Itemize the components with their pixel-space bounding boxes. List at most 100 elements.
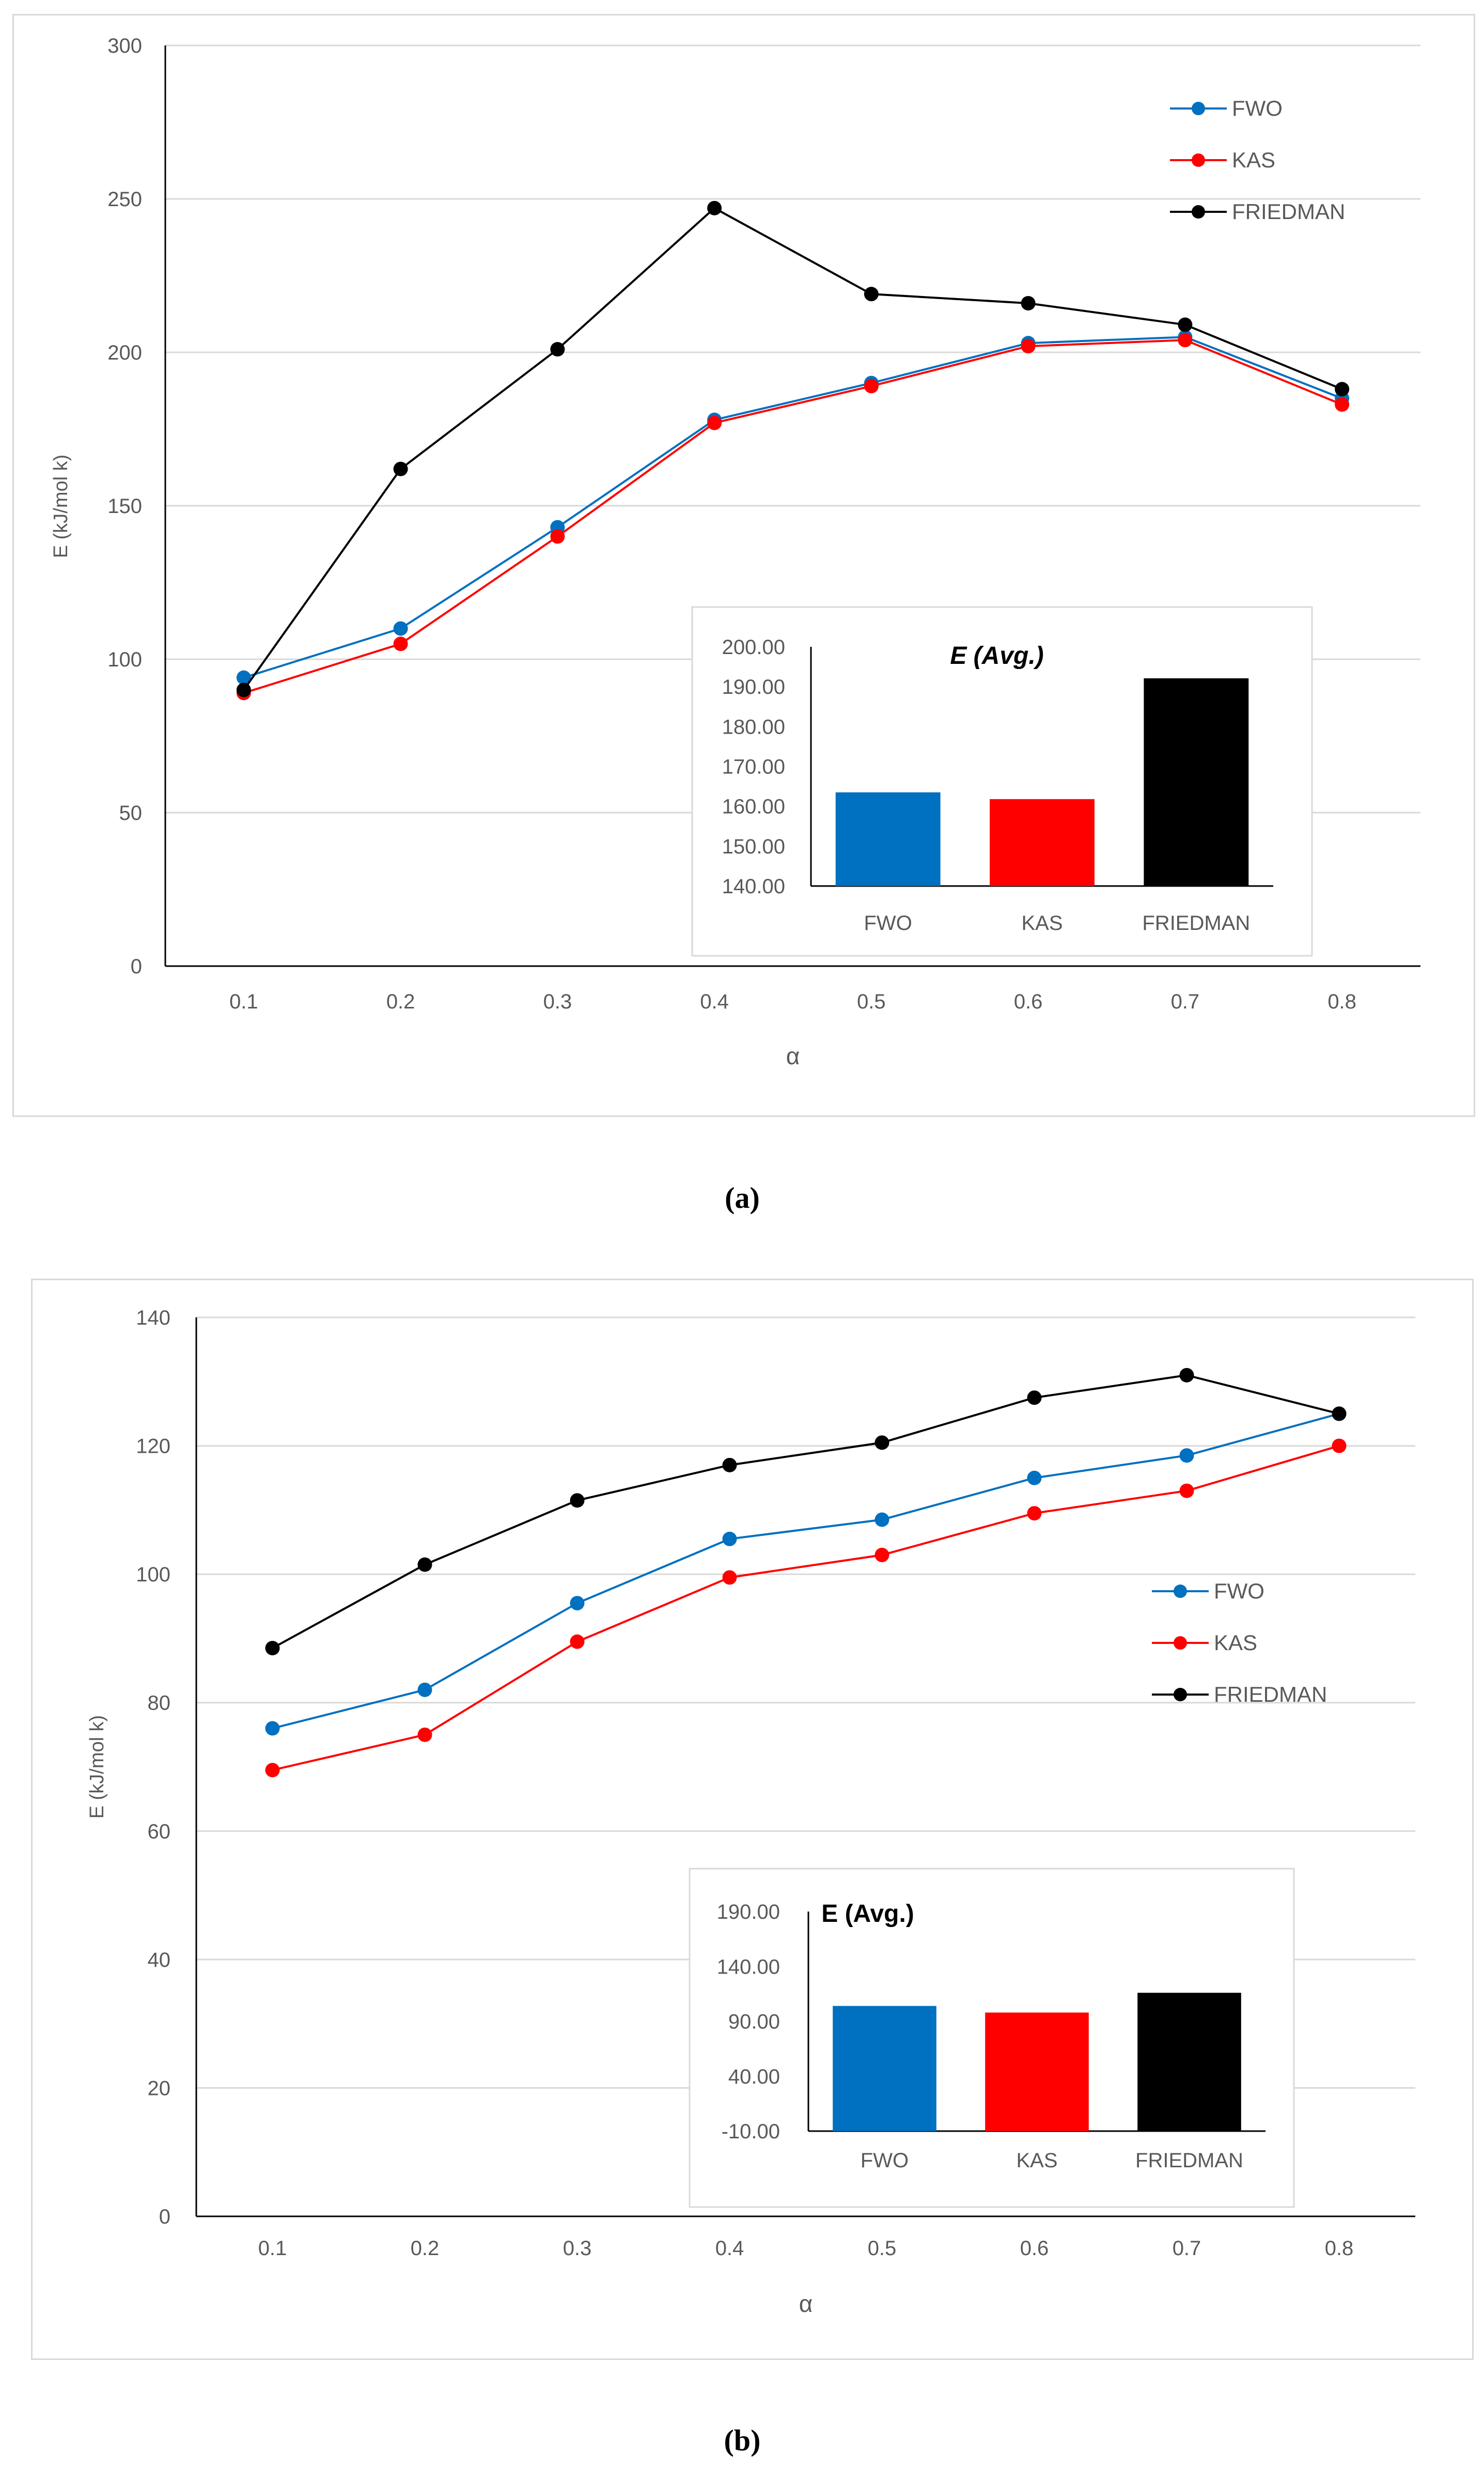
inset-y-tick-label: 190.00 bbox=[717, 1901, 780, 1923]
data-point-friedman bbox=[417, 1557, 432, 1572]
legend-label-friedman: FRIEDMAN bbox=[1232, 199, 1345, 224]
legend-label-fwo: FWO bbox=[1232, 96, 1283, 120]
legend-swatch-marker bbox=[1174, 1636, 1187, 1650]
data-point-fwo bbox=[393, 621, 408, 636]
data-point-friedman bbox=[874, 1435, 889, 1450]
legend-swatch-marker bbox=[1192, 205, 1205, 219]
inset-bar-fwo bbox=[833, 2006, 936, 2131]
data-point-kas bbox=[1027, 1506, 1042, 1521]
x-tick-label: 0.6 bbox=[1014, 990, 1043, 1013]
x-tick-label: 0.8 bbox=[1325, 2237, 1354, 2260]
data-point-fwo bbox=[1179, 1448, 1194, 1463]
data-point-fwo bbox=[1027, 1470, 1042, 1485]
inset-bar-kas bbox=[985, 2012, 1089, 2131]
x-axis-label: α bbox=[786, 1043, 800, 1069]
data-point-friedman bbox=[550, 342, 565, 357]
x-tick-label: 0.3 bbox=[563, 2237, 592, 2260]
inset-category-label: FWO bbox=[861, 2149, 909, 2172]
caption-b: (b) bbox=[724, 2424, 761, 2457]
inset-y-tick-label: 40.00 bbox=[728, 2065, 780, 2088]
inset-y-tick-label: 150.00 bbox=[722, 835, 785, 858]
x-tick-label: 0.8 bbox=[1327, 990, 1356, 1013]
y-tick-label: 40 bbox=[148, 1949, 171, 1971]
y-tick-label: 50 bbox=[119, 802, 143, 825]
inset-category-label: FRIEDMAN bbox=[1135, 2149, 1243, 2172]
inset-category-label: FRIEDMAN bbox=[1142, 912, 1250, 935]
inset-y-tick-label: 90.00 bbox=[728, 2011, 780, 2033]
data-point-fwo bbox=[874, 1512, 889, 1527]
inset-bar-chart-b: -10.00 40.00 90.00 140.00 190.00 FWO KAS FRIEDM… bbox=[689, 1868, 1295, 2208]
data-point-kas bbox=[550, 529, 565, 544]
data-point-kas bbox=[1335, 397, 1350, 412]
data-point-kas bbox=[722, 1570, 737, 1585]
inset-bar-friedman bbox=[1137, 1993, 1241, 2131]
y-tick-label: 60 bbox=[148, 1820, 171, 1843]
y-tick-label: 120 bbox=[136, 1435, 170, 1458]
x-tick-label: 0.3 bbox=[543, 990, 572, 1013]
inset-category-label: FWO bbox=[864, 912, 912, 935]
inset-title: E (Avg.) bbox=[950, 642, 1043, 670]
y-tick-label: 300 bbox=[107, 35, 142, 57]
data-point-kas bbox=[1178, 333, 1193, 348]
x-tick-label: 0.6 bbox=[1020, 2237, 1049, 2260]
data-point-friedman bbox=[1178, 317, 1193, 332]
y-tick-label: 100 bbox=[136, 1563, 170, 1586]
x-tick-label: 0.2 bbox=[386, 990, 415, 1013]
legend-label-friedman: FRIEDMAN bbox=[1214, 1682, 1327, 1706]
data-point-friedman bbox=[1335, 382, 1350, 397]
x-tick-label: 0.1 bbox=[258, 2237, 287, 2260]
data-point-friedman bbox=[722, 1457, 737, 1472]
series-line-friedman bbox=[243, 207, 1342, 691]
legend-swatch-marker bbox=[1192, 153, 1205, 167]
y-tick-label: 150 bbox=[107, 495, 142, 518]
data-point-kas bbox=[1179, 1483, 1194, 1498]
data-point-friedman bbox=[1027, 1390, 1042, 1405]
data-point-friedman bbox=[1021, 296, 1036, 310]
x-tick-label: 0.7 bbox=[1173, 2237, 1201, 2260]
x-tick-label: 0.4 bbox=[700, 990, 729, 1013]
data-point-kas bbox=[864, 379, 879, 394]
inset-title: E (Avg.) bbox=[821, 1900, 914, 1928]
data-point-fwo bbox=[265, 1721, 280, 1736]
series-line-friedman bbox=[272, 1374, 1339, 1649]
inset-bar-friedman bbox=[1144, 678, 1249, 886]
y-tick-label: 200 bbox=[107, 341, 142, 364]
x-axis-label: α bbox=[799, 2290, 813, 2317]
line-chart-b: 0 20 40 60 80 100 120 140 0.1 0.2 0.3 0.4 0.5 0.6 0.7 0… bbox=[86, 1307, 1415, 2317]
data-point-friedman bbox=[1332, 1406, 1347, 1421]
data-point-friedman bbox=[864, 287, 879, 302]
y-tick-label: 250 bbox=[107, 188, 142, 211]
x-tick-label: 0.4 bbox=[715, 2237, 744, 2260]
data-point-kas bbox=[265, 1763, 280, 1778]
data-point-fwo bbox=[417, 1682, 432, 1697]
y-tick-label: 0 bbox=[131, 955, 142, 978]
inset-category-label: KAS bbox=[1016, 2149, 1057, 2172]
legend-swatch-marker bbox=[1192, 102, 1205, 115]
legend-label-kas: KAS bbox=[1232, 148, 1275, 172]
data-point-fwo bbox=[236, 670, 251, 685]
y-tick-label: 80 bbox=[148, 1692, 171, 1715]
inset-y-tick-label: 200.00 bbox=[722, 636, 785, 659]
inset-bar-kas bbox=[990, 799, 1095, 886]
inset-bar-chart-a: 140.00 150.00 160.00 170.00 180.00 190.00 200.… bbox=[691, 606, 1313, 957]
legend-swatch-marker bbox=[1174, 1585, 1187, 1598]
line-chart-a: 0 50 100 150 200 250 300 0.1 0.2 0.3 0.4 0.5 0.6 0.7 0… bbox=[50, 35, 1420, 1069]
x-tick-label: 0.5 bbox=[868, 2237, 897, 2260]
data-point-friedman bbox=[570, 1493, 585, 1508]
data-point-fwo bbox=[570, 1596, 585, 1611]
inset-bar-fwo bbox=[835, 792, 941, 886]
x-tick-label: 0.2 bbox=[411, 2237, 440, 2260]
inset-y-tick-label: 160.00 bbox=[722, 796, 785, 818]
data-point-kas bbox=[570, 1634, 585, 1649]
x-tick-label: 0.5 bbox=[857, 990, 886, 1013]
x-tick-label: 0.7 bbox=[1171, 990, 1200, 1013]
y-tick-label: 20 bbox=[148, 2077, 171, 2100]
data-point-friedman bbox=[707, 200, 722, 215]
data-point-friedman bbox=[236, 682, 251, 697]
data-point-kas bbox=[874, 1547, 889, 1562]
legend-label-kas: KAS bbox=[1214, 1630, 1257, 1655]
y-axis-label: E (kJ/mol k) bbox=[50, 455, 72, 558]
inset-y-tick-label: 180.00 bbox=[722, 716, 785, 738]
inset-y-tick-label: 140.00 bbox=[717, 1955, 780, 1978]
